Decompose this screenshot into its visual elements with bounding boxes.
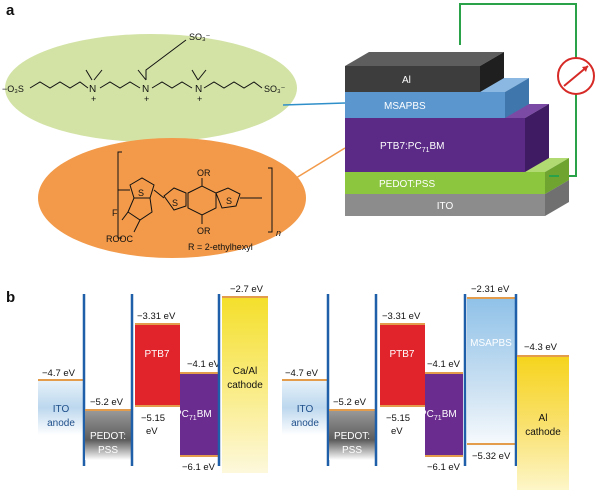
right-pcbm-bar (425, 373, 463, 456)
so3-top-label: SO₃⁻ (189, 32, 211, 42)
right-pcbm-homo: −6.1 eV (427, 462, 461, 473)
stack-msapbs-label: MSAPBS (384, 101, 426, 112)
right-ptb7-homo-2: eV (391, 426, 403, 437)
so3-right-label: SO₃⁻ (264, 84, 286, 94)
left-ito-bar (38, 380, 84, 435)
stack-ito-label: ITO (437, 201, 454, 212)
left-pedot-name-1: PEDOT: (90, 431, 126, 442)
left-pcbm-homo: −6.1 eV (182, 462, 216, 473)
right-al-level: −4.3 eV (524, 342, 558, 353)
fluorine-label: F (112, 208, 118, 218)
left-cathode-name-2: cathode (227, 380, 263, 391)
left-ito-name-1: ITO (53, 404, 70, 415)
right-msapbs-lumo: −2.31 eV (471, 284, 510, 295)
sulfur-label-1: S (138, 188, 144, 198)
stack-al-label: Al (402, 75, 411, 86)
right-ptb7-homo-1: −5.15 (386, 413, 410, 424)
left-ptb7-lumo: −3.31 eV (137, 311, 176, 322)
right-pedot-level: −5.2 eV (333, 397, 367, 408)
left-pcbm-name: PC71BM (175, 409, 212, 422)
left-ito-name-2: anode (47, 418, 75, 429)
right-ito-name-1: ITO (297, 404, 314, 415)
right-pedot-name-2: PSS (342, 445, 362, 456)
energy-diagram-left: −4.7 eV ITO anode −5.2 eV PEDOT: PSS −3.… (38, 284, 268, 473)
ammonium-n2-label: N (142, 84, 149, 95)
right-al-name-2: cathode (525, 427, 561, 438)
so3-left-label: −O₃S (2, 84, 24, 94)
left-cathode-name-1: Ca/Al (233, 366, 257, 377)
right-ptb7-bar (380, 324, 425, 406)
ammonium-plus-1: + (91, 94, 96, 104)
or-bottom-label: OR (197, 226, 211, 236)
right-pcbm-name: PC71BM (420, 409, 457, 422)
right-msapbs-homo: −5.32 eV (472, 451, 511, 462)
ammonium-plus-3: + (197, 94, 202, 104)
left-ptb7-homo-1: −5.15 (141, 413, 165, 424)
right-al-bar (517, 356, 569, 490)
msapbs-molecule-ellipse (5, 34, 297, 142)
stack-active-label: PTB7:PC71BM (380, 141, 444, 154)
substituent-note: R = 2-ethylhexyl (188, 242, 253, 252)
sulfur-label-2: S (172, 198, 178, 208)
right-ptb7-name: PTB7 (389, 349, 414, 360)
right-ito-level: −4.7 eV (285, 368, 319, 379)
msapbs-connector-line (282, 102, 346, 106)
left-ito-level: −4.7 eV (42, 368, 76, 379)
msapbs-structure (29, 39, 263, 89)
left-ptb7-homo-2: eV (146, 426, 158, 437)
left-ptb7-name: PTB7 (144, 349, 169, 360)
right-msapbs-name: MSAPBS (470, 338, 512, 349)
ammonium-plus-2: + (144, 94, 149, 104)
right-pedot-bar (329, 410, 375, 460)
right-al-name-1: Al (539, 413, 548, 424)
right-pcbm-lumo: −4.1 eV (427, 359, 461, 370)
ptb7-connector-line (295, 147, 346, 179)
right-pedot-name-1: PEDOT: (334, 431, 370, 442)
energy-diagram-right: −4.7 eV ITO anode −5.2 eV PEDOT: PSS −3.… (282, 284, 569, 490)
ammonium-n3-label: N (195, 84, 202, 95)
ptb7-molecule-ellipse (38, 138, 306, 258)
sulfur-label-3: S (226, 196, 232, 206)
repeat-unit-n: n (276, 228, 281, 238)
ptb7-structure (117, 151, 273, 239)
or-top-label: OR (197, 168, 211, 178)
ammeter-arrowhead (582, 66, 588, 72)
left-cathode-level: −2.7 eV (230, 284, 264, 295)
panel-b-label: b (6, 289, 15, 306)
ammonium-n1-label: N (89, 84, 96, 95)
left-pcbm-lumo: −4.1 eV (187, 359, 221, 370)
stack-pedot-label: PEDOT:PSS (379, 179, 435, 190)
panel-a-label: a (6, 2, 15, 19)
left-pcbm-bar (180, 373, 218, 456)
right-ito-name-2: anode (291, 418, 319, 429)
device-stack: ITO PEDOT:PSS PTB7:PC71BM MSAPBS Al (345, 3, 595, 216)
right-msapbs-bar (467, 298, 515, 456)
left-pedot-name-2: PSS (98, 445, 118, 456)
circuit-wire (459, 3, 577, 177)
right-ptb7-lumo: −3.31 eV (382, 311, 421, 322)
left-cathode-bar (222, 297, 268, 473)
right-ito-bar (282, 380, 328, 435)
rooc-label: ROOC (106, 234, 134, 244)
left-ptb7-bar (135, 324, 180, 406)
left-pedot-bar (85, 410, 131, 460)
left-pedot-level: −5.2 eV (90, 397, 124, 408)
